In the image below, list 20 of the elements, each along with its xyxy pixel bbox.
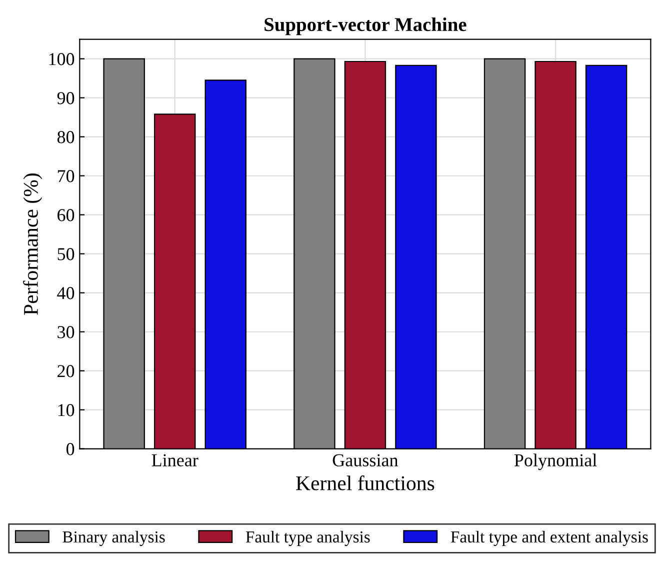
y-tick-label: 30 (58, 326, 74, 338)
x-axis-title: Kernel functions (296, 475, 434, 490)
y-tick-label: 80 (57, 131, 74, 144)
y-tick-label: 90 (57, 92, 74, 104)
x-tick-label: Gaussian (332, 454, 398, 466)
y-tick-label: 40 (57, 287, 74, 300)
x-tick-label: Polynomial (514, 454, 597, 470)
x-tick-label: Linear (152, 454, 198, 466)
y-tick-label: 20 (58, 365, 74, 378)
y-tick-label: 0 (66, 443, 74, 456)
y-tick-label: 100 (49, 53, 74, 66)
y-axis-title: Performance (%) (23, 174, 42, 315)
chart-title: Support-vector Machine (264, 17, 466, 36)
y-tick-label: 50 (58, 248, 74, 260)
y-tick-label: 60 (58, 209, 74, 222)
legend-label: Binary analysis (62, 530, 165, 546)
y-tick-label: 10 (58, 404, 74, 416)
legend-label: Fault type and extent analysis (450, 530, 648, 546)
legend-label: Fault type analysis (246, 530, 370, 546)
y-tick-label: 70 (58, 170, 74, 182)
